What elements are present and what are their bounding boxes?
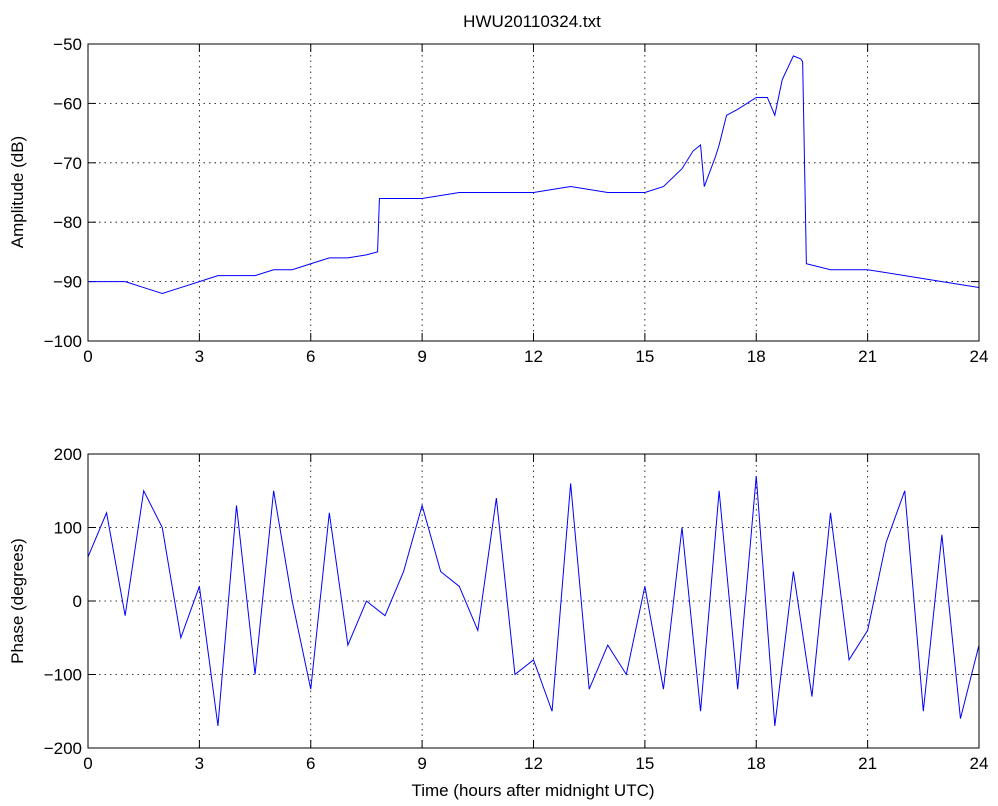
phase-x-tick-label: 9 <box>417 754 426 773</box>
amplitude-x-tick-label: 24 <box>970 347 989 366</box>
phase-y-axis-label: Phase (degrees) <box>8 538 27 664</box>
phase-grid <box>88 454 979 748</box>
amplitude-series-line <box>88 55 979 295</box>
amplitude-tick-labels: 0 3 6 9 12 15 18 21 24 −100 −90 −80 −70 −60 −50 <box>44 35 989 366</box>
phase-x-tick-label: 24 <box>970 754 989 773</box>
amplitude-panel: HWU20110324.txt 0 3 6 9 12 15 18 21 24 −100 −90 −80… <box>8 12 988 366</box>
amplitude-axes-frame <box>87 43 980 342</box>
amplitude-x-tick-label: 21 <box>858 347 877 366</box>
phase-y-tick-label: 200 <box>54 445 82 464</box>
amplitude-x-tick-label: 3 <box>195 347 204 366</box>
amplitude-x-tick-label: 18 <box>747 347 766 366</box>
phase-panel: 0 3 6 9 12 15 18 21 24 −200 −100 0 100 200 Phase (deg… <box>8 445 988 800</box>
amplitude-x-tick-label: 6 <box>306 347 315 366</box>
amplitude-y-tick-label: −70 <box>53 154 82 173</box>
phase-series-line <box>88 476 979 727</box>
phase-y-tick-label: 100 <box>54 519 82 538</box>
amplitude-y-tick-label: −90 <box>53 273 82 292</box>
phase-tick-labels: 0 3 6 9 12 15 18 21 24 −200 −100 0 100 200 <box>44 445 989 773</box>
amplitude-x-tick-label: 0 <box>83 347 92 366</box>
amplitude-chart-title: HWU20110324.txt <box>463 12 601 31</box>
phase-y-tick-label: −100 <box>44 666 82 685</box>
phase-x-tick-label: 12 <box>524 754 543 773</box>
phase-x-tick-label: 6 <box>306 754 315 773</box>
amplitude-y-tick-label: −100 <box>44 332 82 351</box>
amplitude-x-tick-label: 15 <box>635 347 654 366</box>
phase-x-tick-label: 18 <box>747 754 766 773</box>
amplitude-x-tick-label: 12 <box>524 347 543 366</box>
phase-x-tick-label: 0 <box>83 754 92 773</box>
phase-x-tick-label: 21 <box>858 754 877 773</box>
amplitude-series <box>88 55 979 295</box>
amplitude-x-tick-label: 9 <box>417 347 426 366</box>
phase-x-tick-label: 15 <box>635 754 654 773</box>
phase-series <box>88 476 979 727</box>
phase-y-tick-label: −200 <box>44 739 82 758</box>
phase-axes-frame <box>87 453 980 749</box>
amplitude-y-axis-label: Amplitude (dB) <box>8 136 27 248</box>
phase-y-tick-label: 0 <box>73 592 82 611</box>
phase-x-axis-label: Time (hours after midnight UTC) <box>411 781 654 800</box>
amplitude-y-tick-label: −80 <box>53 213 82 232</box>
amplitude-y-tick-label: −60 <box>53 94 82 113</box>
amplitude-y-tick-label: −50 <box>53 35 82 54</box>
phase-x-tick-label: 3 <box>195 754 204 773</box>
